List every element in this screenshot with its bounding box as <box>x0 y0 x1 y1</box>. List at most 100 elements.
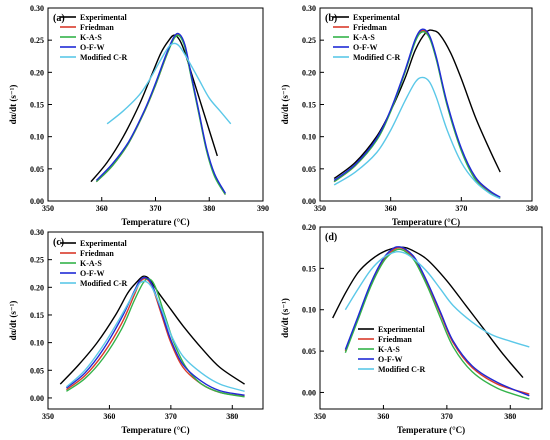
panel-2-xlabel: Temperature (°C) <box>392 217 460 227</box>
panel-1-line-experimental <box>90 34 218 183</box>
panel-1-series <box>90 32 232 195</box>
panel-2-legend-label: K-A-S <box>353 33 375 42</box>
panel-2-ytick-label: 0.25 <box>302 36 316 45</box>
panel-2-ytick-label: 0.15 <box>302 101 316 110</box>
panel-1-xtick-label: 350 <box>42 204 54 213</box>
panel-4-xtick-label: 380 <box>504 412 516 421</box>
panel-4-line-experimental <box>332 246 524 379</box>
panel-1-ylabel: dα/dt (s⁻¹) <box>8 85 18 125</box>
panel-4-line-k-a-s <box>344 248 530 400</box>
panel-1: 350 360 370 380 390 0.00 0.05 0.10 0.15 0.20 0.25 0… <box>8 4 269 227</box>
panel-1-xtick-label: 370 <box>150 204 162 213</box>
panel-2-ytick-label: 0.05 <box>302 165 316 174</box>
panel-1-legend-label: K-A-S <box>80 33 102 42</box>
panel-1-tag: (a) <box>53 13 65 24</box>
panel-2-ytick-label: 0.30 <box>302 4 316 13</box>
panel-3-xtick-label: 370 <box>165 412 177 421</box>
panel-1-line-o-f-w <box>95 32 226 194</box>
panel-4-line-o-f-w <box>344 246 530 397</box>
panel-4-tag: (d) <box>325 232 337 243</box>
panel-3-xtick-label: 350 <box>42 412 54 421</box>
panel-1-xtick-label: 360 <box>96 204 108 213</box>
panel-4-series <box>332 246 530 400</box>
panel-2-xtick-label: 380 <box>526 204 538 213</box>
panel-3-ytick-label: 0.25 <box>30 256 44 265</box>
panel-3-legend-label: K-A-S <box>80 259 102 268</box>
panel-1-legend-label: Friedman <box>80 23 114 32</box>
panel-1-ytick-label: 0.30 <box>30 4 44 13</box>
panel-4-legend-label: O-F-W <box>378 355 402 364</box>
panel-4-xtick-label: 370 <box>441 412 453 421</box>
panel-3-ytick-label: 0.20 <box>30 283 44 292</box>
panel-4-legend-label: Experimental <box>378 325 425 334</box>
panel-4-ytick-label: 0.20 <box>302 223 316 232</box>
panel-4-ytick-label: 0.00 <box>302 388 316 397</box>
panel-3-line-k-a-s <box>66 278 245 398</box>
panel-2-series <box>333 28 501 200</box>
panel-1-ytick-label: 0.00 <box>30 197 44 206</box>
panel-3-tag: (c) <box>53 237 64 248</box>
panel-3-xtick-label: 360 <box>103 412 115 421</box>
panel-4-ytick-label: 0.10 <box>302 306 316 315</box>
panel-4-ytick-label: 0.05 <box>302 347 316 356</box>
panel-3-legend-label: Friedman <box>80 249 114 258</box>
panel-3-frame <box>47 231 264 410</box>
panel-1-legend-label: O-F-W <box>80 43 104 52</box>
panel-3-line-experimental <box>59 275 245 385</box>
panel-4-ytick-label: 0.15 <box>302 264 316 273</box>
panel-3-ylabel: dα/dt (s⁻¹) <box>8 301 18 341</box>
panel-3-xtick-label: 380 <box>226 412 238 421</box>
panel-3: 350 360 370 380 0.00 0.05 0.10 0.15 0.20 0.25 0.30… <box>8 228 264 435</box>
panel-2-xtick-label: 360 <box>385 204 397 213</box>
panel-4-legend-label: Modified C-R <box>378 365 426 374</box>
panel-4: 350 360 370 380 0.00 0.05 0.10 0.15 0.20 Temperat… <box>280 223 543 435</box>
panel-2-legend-label: Friedman <box>353 23 387 32</box>
panel-1-ytick-label: 0.20 <box>30 68 44 77</box>
panel-3-ytick-label: 0.05 <box>30 366 44 375</box>
panel-1-legend-label: Modified C-R <box>80 53 128 62</box>
panel-3-legend-label: Modified C-R <box>80 279 128 288</box>
panel-4-legend-label: K-A-S <box>378 345 400 354</box>
panel-2-ytick-label: 0.20 <box>302 68 316 77</box>
panel-4-xlabel: Temperature (°C) <box>397 425 465 435</box>
panel-2-ytick-label: 0.00 <box>302 197 316 206</box>
panel-2-xtick-label: 350 <box>314 204 326 213</box>
panel-4-frame <box>319 226 543 410</box>
panel-2: 350 360 370 380 0.00 0.05 0.10 0.15 0.20 0.25 0.30… <box>280 4 538 227</box>
panel-1-ytick-label: 0.05 <box>30 165 44 174</box>
panel-2-line-modified-c-r <box>333 76 501 200</box>
panel-3-line-o-f-w <box>65 276 245 396</box>
panel-3-legend-label: Experimental <box>80 239 127 248</box>
panel-2-line-experimental <box>333 29 501 180</box>
panel-2-legend-label: Modified C-R <box>353 53 401 62</box>
panel-3-line-modified-c-r <box>65 280 245 392</box>
panel-3-ytick-label: 0.15 <box>30 311 44 320</box>
panel-4-line-modified-c-r <box>344 250 530 348</box>
panel-1-xtick-label: 380 <box>203 204 215 213</box>
panel-2-xtick-label: 370 <box>455 204 467 213</box>
panel-2-legend-label: Experimental <box>353 13 400 22</box>
panel-1-xtick-label: 390 <box>257 204 269 213</box>
panel-1-legend-label: Experimental <box>80 13 127 22</box>
panel-1-ytick-label: 0.25 <box>30 36 44 45</box>
panel-2-ytick-label: 0.10 <box>302 133 316 142</box>
panel-2-legend-label: O-F-W <box>353 43 377 52</box>
panel-2-line-k-a-s <box>333 31 501 200</box>
panel-3-ytick-label: 0.00 <box>30 394 44 403</box>
panel-1-xlabel: Temperature (°C) <box>121 217 189 227</box>
panel-3-ytick-label: 0.10 <box>30 339 44 348</box>
panel-2-line-o-f-w <box>333 28 501 198</box>
panel-4-legend-label: Friedman <box>378 335 412 344</box>
panel-3-legend-label: O-F-W <box>80 269 104 278</box>
panel-3-ytick-label: 0.30 <box>30 228 44 237</box>
panel-1-line-modified-c-r <box>106 42 232 125</box>
panel-1-ytick-label: 0.15 <box>30 101 44 110</box>
panel-4-ylabel: dα/dt (s⁻¹) <box>280 298 290 338</box>
panel-1-ytick-label: 0.10 <box>30 133 44 142</box>
panel-3-series <box>59 275 245 398</box>
